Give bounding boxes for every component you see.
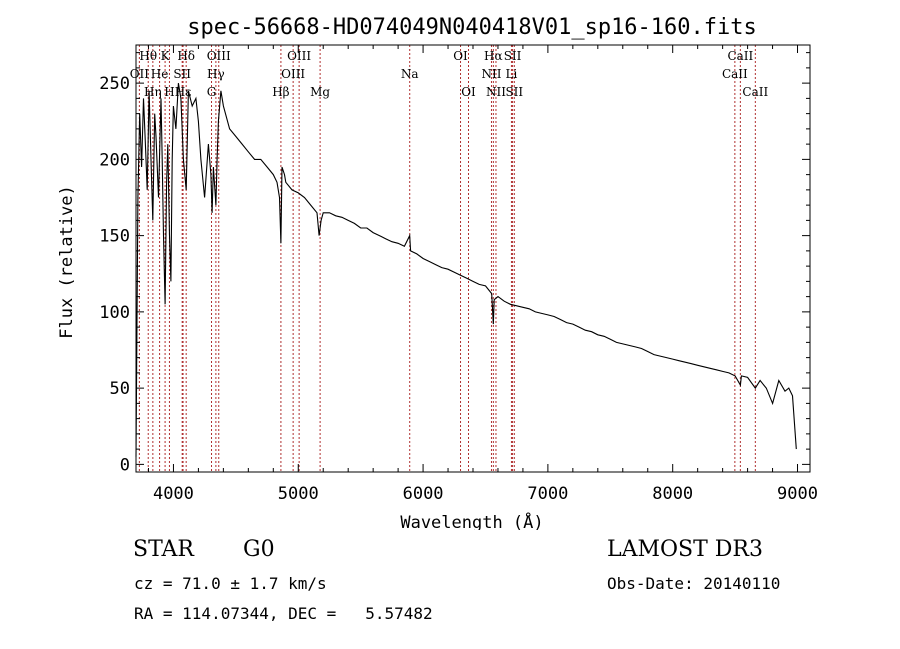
y-tick-label: 50 — [110, 379, 130, 399]
line-label: OII — [130, 67, 150, 81]
y-tick-label: 0 — [120, 455, 130, 475]
y-tick-label: 200 — [99, 150, 130, 170]
chart-background — [0, 0, 900, 530]
line-label: CaII — [727, 49, 753, 63]
line-label: SII — [505, 85, 523, 99]
line-label: Mg — [310, 85, 330, 99]
line-label: K — [161, 49, 171, 63]
line-label: Hθ — [139, 49, 157, 63]
line-label: OIII — [287, 49, 311, 63]
line-label: CaII — [742, 85, 768, 99]
line-label: Na — [401, 67, 419, 81]
x-axis-ticks: 4000 5000 6000 7000 8000 9000 — [147, 45, 818, 504]
line-label: CaII — [722, 67, 748, 81]
line-label: G — [207, 85, 217, 99]
ra-dec-coordinates: RA = 114.07344, DEC = 5.57482 — [134, 604, 433, 623]
x-axis-label: Wavelength (Å) — [400, 511, 543, 530]
y-axis-label: Flux (relative) — [57, 185, 77, 339]
line-label: Hα — [484, 49, 503, 63]
line-label: OIII — [281, 67, 305, 81]
x-tick-label: 9000 — [777, 484, 818, 504]
chart-title: spec-56668-HD074049N040418V01_sp16-160.f… — [187, 15, 757, 40]
x-tick-label: 7000 — [527, 484, 568, 504]
line-label: He — [151, 67, 169, 81]
redshift-cz: cz = 71.0 ± 1.7 km/s — [134, 574, 327, 593]
y-axis-ticks: 0 50 100 150 200 250 — [99, 52, 810, 475]
line-label: SII — [504, 49, 522, 63]
line-label: OI — [453, 49, 468, 63]
line-label: OI — [461, 85, 476, 99]
x-tick-label: 6000 — [403, 484, 444, 504]
spectrum-series-line — [135, 83, 797, 457]
x-tick-label: 8000 — [652, 484, 693, 504]
object-type: STAR — [133, 537, 194, 562]
line-label: Li — [506, 67, 518, 81]
survey-name: LAMOST DR3 — [607, 537, 763, 562]
line-label: Hβ — [272, 85, 289, 99]
line-label: SII — [173, 67, 191, 81]
line-label: NII — [486, 85, 506, 99]
line-label: Hγ — [207, 67, 225, 81]
line-label: Hη — [144, 85, 162, 99]
y-tick-label: 100 — [99, 303, 130, 323]
line-label: Hδ — [177, 49, 195, 63]
x-tick-label: 5000 — [278, 484, 319, 504]
line-label: NII — [481, 67, 501, 81]
line-label: OIII — [207, 49, 231, 63]
observation-date: Obs-Date: 20140110 — [607, 574, 781, 593]
x-tick-label: 4000 — [153, 484, 194, 504]
y-tick-label: 250 — [99, 74, 130, 94]
object-class: G0 — [243, 537, 275, 562]
emission-line-markers — [138, 45, 756, 472]
line-label: H — [164, 85, 174, 99]
y-tick-label: 150 — [99, 227, 130, 247]
